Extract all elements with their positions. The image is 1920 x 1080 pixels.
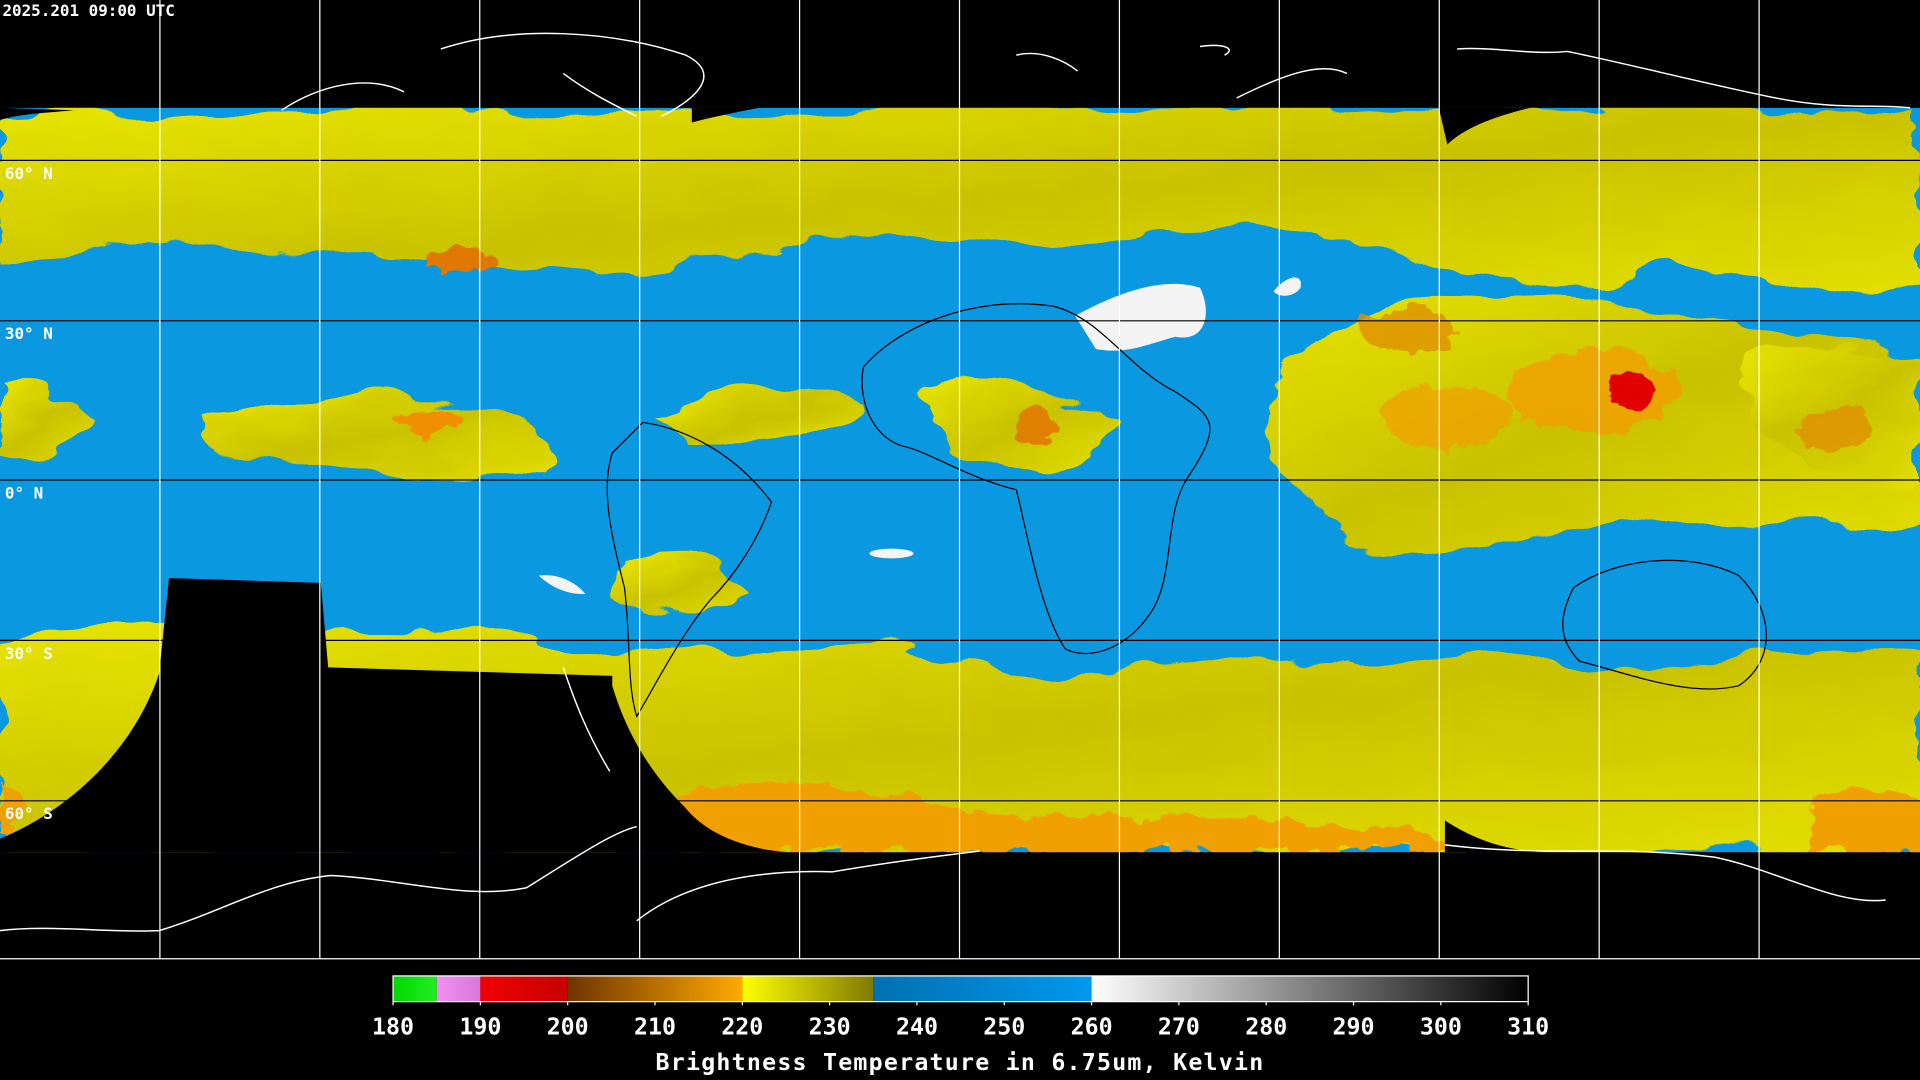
colorbar-tick-label: 180 (372, 1014, 414, 1041)
colorbar-tick-label: 260 (1071, 1014, 1113, 1041)
colorbar-tick-label: 300 (1420, 1014, 1462, 1041)
colorbar-title: Brightness Temperature in 6.75um, Kelvin (656, 1049, 1265, 1076)
colorbar-tick-label: 290 (1333, 1014, 1375, 1041)
colorbar-tick-label: 310 (1507, 1014, 1549, 1041)
colorbar-segment (393, 975, 437, 1002)
colorbar-tick-label: 200 (547, 1014, 589, 1041)
colorbar-tick-label: 220 (721, 1014, 763, 1041)
colorbar-tick-label: 210 (634, 1014, 676, 1041)
deep-convection (0, 247, 1920, 853)
colorbar-tick-label: 280 (1245, 1014, 1287, 1041)
colorbar-tick-label: 240 (896, 1014, 938, 1041)
colorbar-segment (436, 975, 481, 1002)
colorbar-tick-label: 270 (1158, 1014, 1200, 1041)
lat-label: 60° S (5, 804, 53, 823)
lat-label: 60° N (5, 164, 53, 183)
colorbar-frame (392, 975, 1529, 1003)
colorbar-tick-label: 250 (983, 1014, 1025, 1041)
colorbar-tick-label: 230 (809, 1014, 851, 1041)
colorbar: 180 190 200 210 220 230 240 250 260 270 280 290 300 3… (372, 975, 1549, 1041)
lat-label: 30° N (5, 324, 53, 343)
colorbar-segment (873, 975, 1092, 1002)
lat-labels: 60° N 30° N 0° N 30° S 60° S (5, 164, 53, 823)
lon-grid (159, 0, 1760, 959)
colorbar-tick-label: 190 (459, 1014, 501, 1041)
timestamp: 2025.201 09:00 UTC (2, 1, 174, 20)
colorbar-segment (742, 975, 874, 1002)
colorbar-segment (480, 975, 568, 1002)
lat-label: 0° N (5, 483, 43, 502)
lat-label: 30° S (5, 644, 53, 663)
colorbar-segment (1091, 975, 1529, 1002)
colorbar-segment (567, 975, 743, 1002)
coastlines-light (0, 32, 1911, 932)
dry-spots (538, 277, 1301, 595)
